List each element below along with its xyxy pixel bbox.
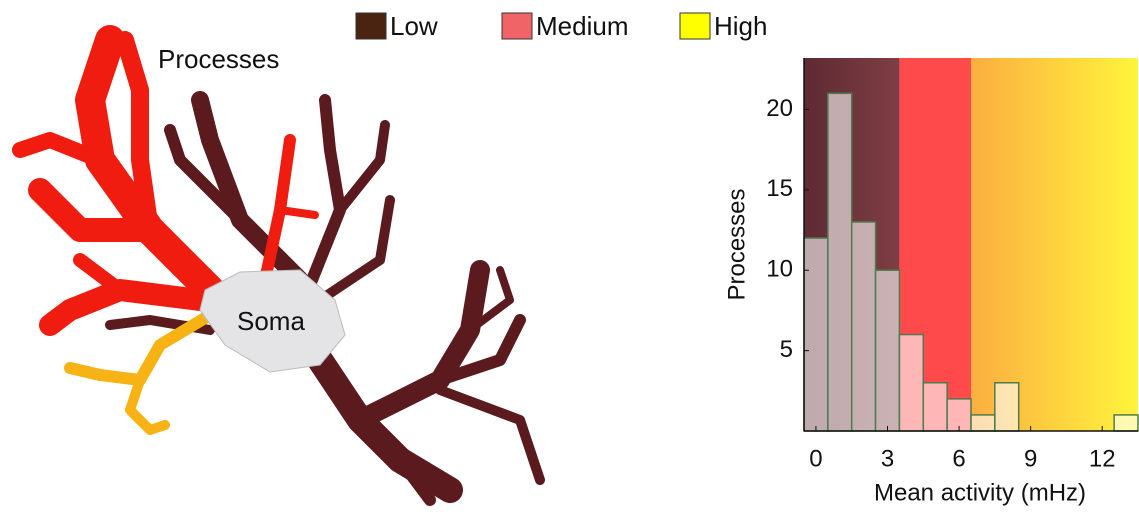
x-tick-label: 3 — [881, 445, 894, 472]
histogram-bar — [850, 221, 877, 432]
astrocyte-render: Processes Soma — [12, 25, 545, 506]
legend-label: Medium — [536, 11, 628, 41]
y-axis-label: Processes — [723, 188, 750, 300]
y-tick-label: 5 — [780, 336, 793, 363]
soma — [199, 269, 346, 373]
soma-label: Soma — [237, 306, 305, 336]
y-tick-label: 20 — [766, 95, 793, 122]
histogram-bar — [827, 92, 853, 432]
legend-swatch — [679, 12, 711, 40]
y-tick-label: 10 — [766, 256, 793, 283]
x-tick-label: 9 — [1024, 445, 1037, 472]
x-tick-label: 12 — [1089, 445, 1116, 472]
processes-label: Processes — [158, 44, 279, 74]
legend-label: High — [714, 11, 767, 41]
histogram-bar — [922, 382, 948, 432]
histogram-bar — [874, 269, 901, 432]
y-tick-label: 15 — [766, 175, 793, 202]
activity-region — [971, 58, 1138, 431]
x-tick-label: 6 — [952, 445, 965, 472]
histogram-bar — [1113, 414, 1139, 432]
legend-swatch — [501, 12, 533, 40]
legend-swatch — [355, 12, 387, 40]
histogram-bar — [803, 237, 829, 432]
histogram-bar — [994, 382, 1020, 432]
high-process — [64, 312, 211, 435]
x-tick-label: 0 — [809, 445, 822, 472]
histogram-bar — [898, 333, 925, 432]
legend-label: Low — [390, 11, 438, 41]
x-axis-label: Mean activity (mHz) — [874, 479, 1086, 506]
histogram-bar — [970, 414, 996, 432]
medium-processes — [12, 25, 319, 336]
